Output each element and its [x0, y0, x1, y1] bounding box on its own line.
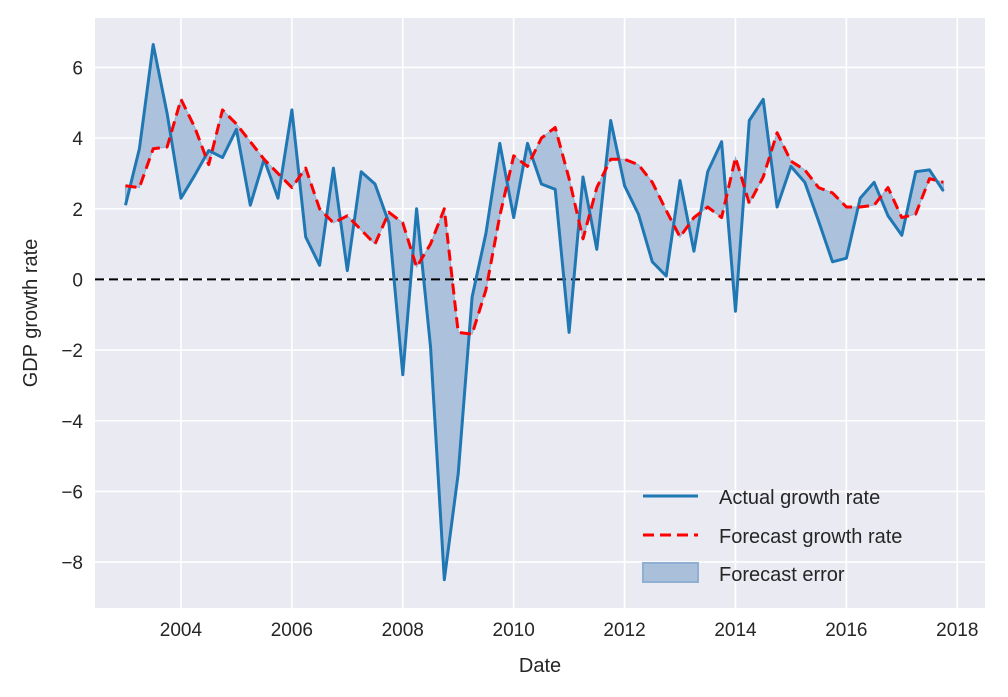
y-tick-label: −2	[61, 341, 83, 362]
legend: Actual growth rate Forecast growth rate …	[642, 487, 902, 586]
legend-actual-label: Actual growth rate	[719, 487, 880, 509]
x-tick-label: 2006	[271, 620, 313, 641]
actual-growth-line	[124, 43, 945, 582]
x-tick-labels: 2004 2006 2008 2010 2012 2014 2016 2018	[160, 620, 979, 641]
x-axis-label: Date	[519, 655, 561, 677]
x-tick-label: 2012	[603, 620, 645, 641]
x-tick-label: 2016	[825, 620, 867, 641]
y-tick-label: −8	[61, 553, 83, 574]
y-tick-label: −6	[61, 482, 83, 503]
y-tick-label: 0	[72, 270, 83, 291]
forecast-growth-line	[125, 97, 944, 336]
y-tick-label: 2	[72, 200, 83, 221]
series-lines	[124, 43, 945, 582]
y-axis-label: GDP growth rate	[20, 239, 42, 388]
y-tick-label: 6	[72, 58, 83, 79]
y-tick-labels: 6 4 2 0 −2 −4 −6 −8	[61, 58, 83, 574]
y-tick-label: −4	[61, 412, 83, 433]
x-tick-label: 2010	[493, 620, 535, 641]
x-tick-label: 2018	[936, 620, 978, 641]
x-tick-label: 2008	[382, 620, 424, 641]
legend-error-label: Forecast error	[719, 564, 845, 586]
x-tick-label: 2014	[714, 620, 757, 641]
legend-forecast-label: Forecast growth rate	[719, 526, 902, 548]
y-tick-label: 4	[72, 129, 83, 150]
plot-area	[95, 18, 985, 608]
x-tick-label: 2004	[160, 620, 203, 641]
legend-error-swatch	[642, 562, 699, 583]
